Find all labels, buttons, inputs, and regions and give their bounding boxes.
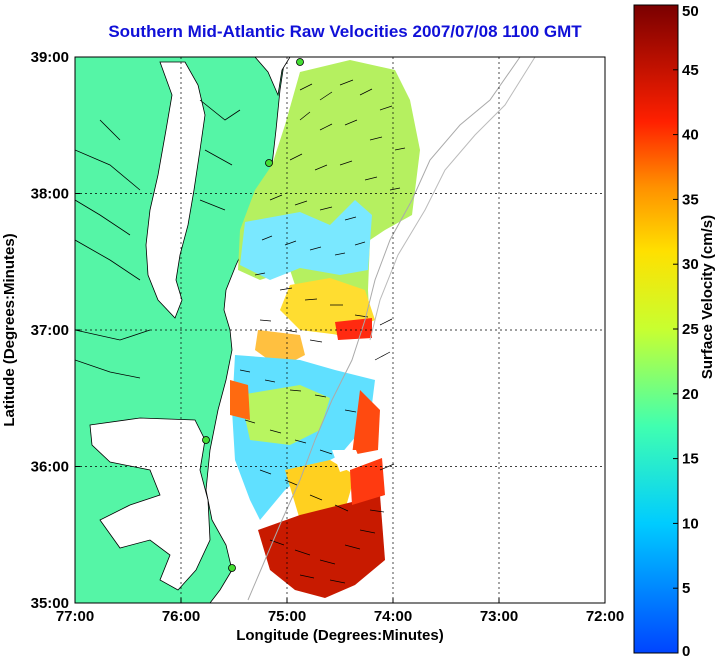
- bathymetry-contour: [247, 57, 521, 601]
- y-tick-labels: 39:00 38:00 37:00 36:00 35:00: [31, 49, 80, 612]
- x-axis-label: Longitude (Degrees:Minutes): [236, 627, 444, 644]
- colorbar-tick-label: 10: [682, 515, 699, 532]
- bay-water: [145, 61, 206, 319]
- sound-water: [89, 417, 211, 591]
- station-marker: [296, 58, 304, 66]
- colorbar-tick-label: 50: [682, 3, 699, 20]
- y-tick-label: 36:00: [31, 459, 69, 476]
- velocity-field: [230, 60, 420, 598]
- station-marker: [202, 436, 210, 444]
- y-tick-label: 38:00: [31, 186, 69, 203]
- station-marker: [265, 159, 273, 167]
- x-tick-label: 72:00: [586, 608, 624, 625]
- colorbar-tick-label: 15: [682, 451, 699, 468]
- colorbar-tick-label: 25: [682, 321, 699, 338]
- y-tick-label: 37:00: [31, 322, 69, 339]
- colorbar-tick-label: 0: [682, 643, 690, 659]
- colorbar-tick-label: 35: [682, 191, 699, 208]
- colorbar-tick-label: 30: [682, 256, 699, 273]
- gridlines: [75, 57, 605, 603]
- y-tick-label: 35:00: [31, 595, 69, 612]
- y-axis-label: Latitude (Degrees:Minutes): [1, 233, 18, 426]
- x-tick-labels: 77:00 76:00 75:00 74:00 73:00 72:00: [56, 598, 624, 625]
- x-tick-label: 75:00: [268, 608, 306, 625]
- colorbar-tick-label: 20: [682, 386, 699, 403]
- velocity-arrows: [239, 79, 406, 584]
- x-tick-label: 77:00: [56, 608, 94, 625]
- colorbar-tick-label: 40: [682, 127, 699, 144]
- x-tick-label: 74:00: [374, 608, 412, 625]
- x-tick-label: 73:00: [480, 608, 518, 625]
- colorbar-tick-label: 45: [682, 62, 699, 79]
- colorbar-label: Surface Velocity (cm/s): [699, 215, 716, 379]
- rivers: [75, 99, 241, 379]
- colorbar: [633, 4, 679, 654]
- y-tick-label: 39:00: [31, 49, 69, 66]
- station-marker: [228, 564, 236, 572]
- map-title: Southern Mid-Atlantic Raw Velocities 200…: [108, 22, 582, 41]
- x-tick-label: 76:00: [162, 608, 200, 625]
- colorbar-tick-label: 5: [682, 580, 690, 597]
- delaware-bay: [254, 57, 291, 97]
